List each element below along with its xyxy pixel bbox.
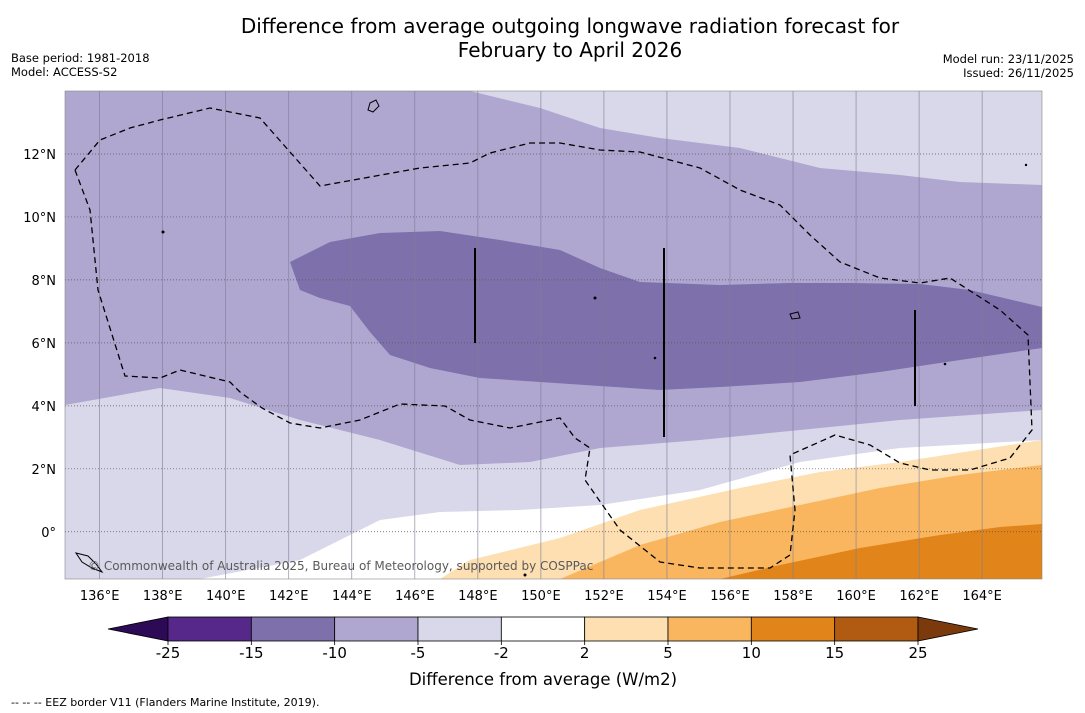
colorbar-segment <box>834 616 919 642</box>
latitude-labels: 12°N 10°N 8°N 6°N 4°N 2°N 0° <box>23 148 56 541</box>
map-gridlines <box>65 91 1042 579</box>
longitude-label: 152°E <box>584 589 624 604</box>
colorbar-tick-label: -2 <box>494 644 509 662</box>
island-dot <box>161 230 165 234</box>
latitude-label: 12°N <box>23 148 56 163</box>
longitude-labels: 136°E 138°E 140°E 142°E 144°E 146°E 148°E 150°E… <box>80 589 1002 604</box>
island-outline <box>789 311 801 320</box>
colorbar-tick-label: 10 <box>742 644 761 662</box>
copyright-notice: © Commonwealth of Australia 2025, Bureau… <box>88 559 593 573</box>
map-plot-area: © Commonwealth of Australia 2025, Bureau… <box>65 91 1042 579</box>
colorbar-tick-label: 25 <box>908 644 927 662</box>
model-name: Model: ACCESS-S2 <box>11 65 118 79</box>
colorbar-segment <box>250 616 336 642</box>
anomaly-field-minus2-to-minus5-north <box>470 91 1042 185</box>
longitude-label: 144°E <box>332 589 372 604</box>
title-line-1: Difference from average outgoing longwav… <box>240 14 900 38</box>
eez-border <box>74 107 1033 569</box>
island-outline <box>367 99 380 113</box>
island-dot <box>1024 163 1028 167</box>
colorbar-tick-label: 5 <box>663 644 673 662</box>
anomaly-field-10-to-15 <box>720 524 1042 579</box>
colorbar-segment <box>417 616 502 642</box>
colorbar-tick-label: -5 <box>411 644 426 662</box>
chart-title: Difference from average outgoing longwav… <box>170 14 970 62</box>
island-dot <box>523 573 527 577</box>
colorbar-tick-label: -25 <box>156 644 181 662</box>
island-dot <box>593 296 597 300</box>
colorbar: -25 -15 -10 -5 -2 2 5 10 15 25 <box>107 616 979 662</box>
latitude-label: 8°N <box>32 274 57 289</box>
meta-left: Base period: 1981-2018 Model: ACCESS-S2 <box>11 51 150 79</box>
meta-right: Model run: 23/11/2025 Issued: 26/11/2025 <box>943 52 1074 80</box>
latitude-label: 2°N <box>32 463 57 478</box>
latitude-label: 6°N <box>32 337 57 352</box>
longitude-label: 142°E <box>269 589 309 604</box>
longitude-label: 148°E <box>458 589 498 604</box>
longitude-label: 162°E <box>899 589 939 604</box>
colorbar-segment <box>584 616 669 642</box>
colorbar-tick-label: -10 <box>322 644 347 662</box>
longitude-label: 136°E <box>80 589 120 604</box>
colorbar-extend-high <box>917 616 979 642</box>
latitude-label: 0° <box>41 526 56 541</box>
colorbar-extend-low <box>107 616 169 642</box>
eez-footnote: -- -- -- EEZ border V11 (Flanders Marine… <box>11 696 320 709</box>
longitude-label: 140°E <box>206 589 246 604</box>
longitude-label: 138°E <box>143 589 183 604</box>
colorbar-segment <box>167 616 252 642</box>
longitude-label: 146°E <box>395 589 435 604</box>
base-period: Base period: 1981-2018 <box>11 51 150 65</box>
colorbar-label: Difference from average (W/m2) <box>409 670 677 689</box>
longitude-label: 160°E <box>836 589 876 604</box>
model-run: Model run: 23/11/2025 <box>942 52 1074 66</box>
island-dot <box>653 356 657 360</box>
longitude-label: 156°E <box>710 589 750 604</box>
latitude-label: 4°N <box>32 400 57 415</box>
colorbar-segment <box>750 616 836 642</box>
colorbar-segment <box>334 616 419 642</box>
colorbar-tick-label: -15 <box>239 644 264 662</box>
latitude-label: 10°N <box>23 211 56 226</box>
island-outline <box>74 552 104 574</box>
longitude-label: 164°E <box>962 589 1002 604</box>
longitude-label: 150°E <box>521 589 561 604</box>
colorbar-tick-label: 2 <box>580 644 590 662</box>
longitude-label: 154°E <box>647 589 687 604</box>
island-dot <box>943 362 947 366</box>
colorbar-tick-label: 15 <box>825 644 844 662</box>
colorbar-segment <box>500 616 586 642</box>
map-frame <box>64 90 1043 580</box>
title-line-2: February to April 2026 <box>457 38 683 62</box>
issued-date: Issued: 26/11/2025 <box>963 66 1074 80</box>
longitude-label: 158°E <box>773 589 813 604</box>
colorbar-segment <box>667 616 752 642</box>
